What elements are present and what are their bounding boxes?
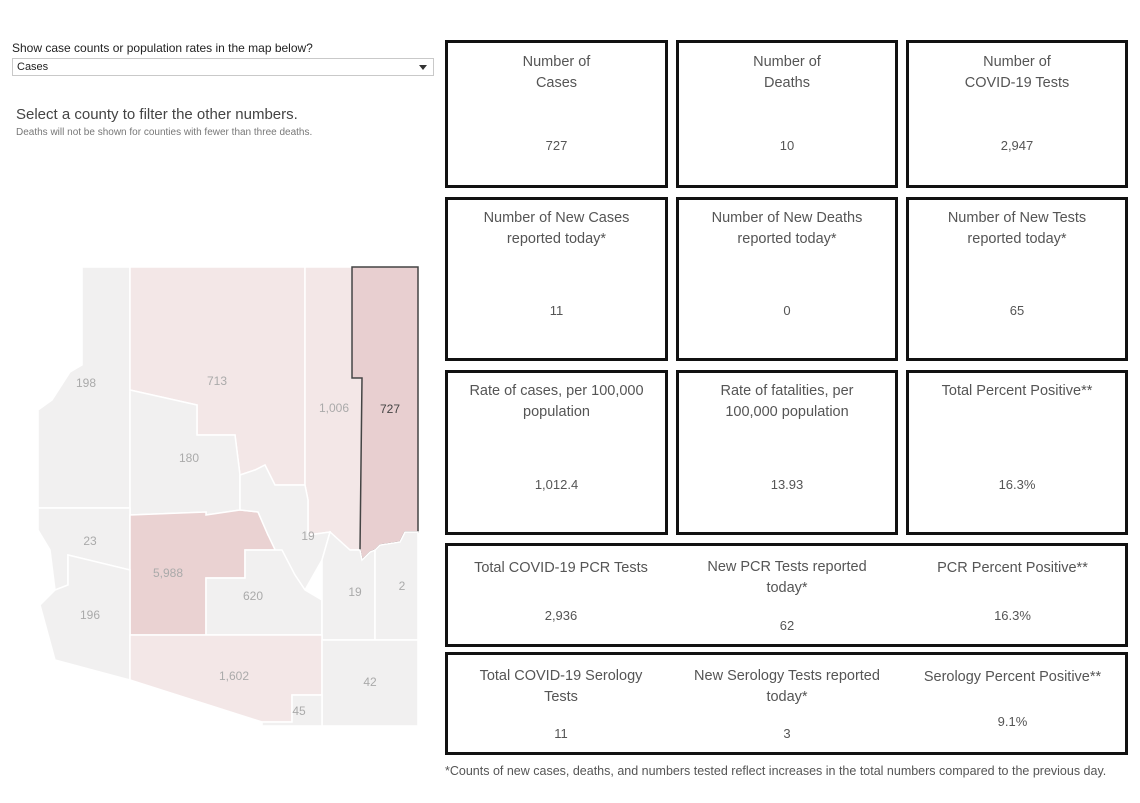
- card-new-tests[interactable]: Number of New Tests reported today* 65: [906, 197, 1128, 361]
- card-title: Cases: [535, 75, 578, 91]
- select-county-heading: Select a county to filter the other numb…: [16, 106, 298, 123]
- card-title: Serology Percent Positive**: [923, 669, 1102, 685]
- county-196[interactable]: [39, 554, 131, 681]
- card-number-of-deaths[interactable]: Number of Deaths 10: [676, 40, 898, 188]
- county-label: 45: [292, 704, 306, 718]
- card-title: Number of: [522, 54, 591, 70]
- card-title: New Serology Tests reported: [694, 668, 880, 684]
- county-label: 23: [83, 534, 97, 548]
- card-fatality-rate[interactable]: Rate of fatalities, per 100,000 populati…: [676, 370, 898, 535]
- county-label: 1,006: [319, 401, 349, 415]
- card-number-of-cases[interactable]: Number of Cases 727: [445, 40, 668, 188]
- card-title: today*: [766, 580, 808, 596]
- card-value: 0: [783, 303, 791, 318]
- card-title: Tests: [544, 689, 578, 705]
- serology-total-tests: Total COVID-19 Serology Tests 11: [448, 655, 674, 752]
- card-title: PCR Percent Positive**: [937, 560, 1088, 576]
- card-value: 2,947: [1000, 138, 1034, 153]
- county-45[interactable]: [261, 694, 323, 727]
- card-value: 65: [1009, 303, 1025, 318]
- serology-percent-positive: Serology Percent Positive** 9.1%: [900, 655, 1125, 752]
- serology-new-tests: New Serology Tests reported today* 3: [674, 655, 900, 752]
- pcr-total-tests: Total COVID-19 PCR Tests 2,936: [448, 546, 674, 644]
- county-19-graham[interactable]: [321, 530, 376, 641]
- card-case-rate[interactable]: Rate of cases, per 100,000 population 1,…: [445, 370, 668, 535]
- chevron-down-icon[interactable]: [419, 65, 427, 70]
- pcr-percent-positive: PCR Percent Positive** 16.3%: [900, 546, 1125, 644]
- card-value: 62: [779, 618, 795, 633]
- county-label: 196: [80, 608, 100, 622]
- card-title: Number of New Cases: [483, 210, 630, 226]
- card-title: Total COVID-19 Serology: [479, 668, 643, 684]
- card-title: reported today*: [506, 231, 607, 247]
- card-value: 1,012.4: [534, 477, 579, 492]
- card-new-deaths[interactable]: Number of New Deaths reported today* 0: [676, 197, 898, 361]
- card-value: 10: [779, 138, 795, 153]
- deaths-note: Deaths will not be shown for counties wi…: [16, 127, 313, 138]
- county-label: 19: [348, 585, 362, 599]
- card-title: Total Percent Positive**: [941, 383, 1093, 399]
- card-total-percent-positive[interactable]: Total Percent Positive** 16.3%: [906, 370, 1128, 535]
- card-title: Rate of fatalities, per: [720, 383, 854, 399]
- card-title: COVID-19 Tests: [964, 75, 1070, 91]
- pcr-new-tests: New PCR Tests reported today* 62: [674, 546, 900, 644]
- county-label: 19: [301, 529, 315, 543]
- county-label: 713: [207, 374, 227, 388]
- card-new-cases[interactable]: Number of New Cases reported today* 11: [445, 197, 668, 361]
- county-label: 5,988: [153, 566, 183, 580]
- card-title: Number of: [983, 54, 1051, 70]
- county-map: 198 713 1,006 727 180 23 5,988 19 196 62…: [37, 266, 419, 727]
- card-title: Number of New Deaths: [711, 210, 863, 226]
- footnote: *Counts of new cases, deaths, and number…: [445, 764, 1107, 778]
- card-title: Rate of cases, per 100,000: [469, 383, 644, 399]
- card-number-of-tests[interactable]: Number of COVID-19 Tests 2,947: [906, 40, 1128, 188]
- card-title: New PCR Tests reported: [707, 559, 867, 575]
- county-label: 727: [380, 402, 400, 416]
- card-title: Number of: [753, 54, 821, 70]
- pcr-tests-panel[interactable]: Total COVID-19 PCR Tests 2,936 New PCR T…: [445, 543, 1128, 647]
- card-title: 100,000 population: [725, 404, 849, 420]
- map-filter-label: Show case counts or population rates in …: [12, 41, 313, 55]
- card-value: 16.3%: [998, 477, 1036, 492]
- serology-tests-panel[interactable]: Total COVID-19 Serology Tests 11 New Ser…: [445, 652, 1128, 755]
- county-label: 198: [76, 376, 96, 390]
- card-title: reported today*: [737, 231, 837, 247]
- card-value: 727: [545, 138, 568, 153]
- map-filter-selected-value: Cases: [17, 61, 49, 73]
- county-label: 620: [243, 589, 263, 603]
- card-title: Number of New Tests: [947, 210, 1087, 226]
- county-label: 1,602: [219, 669, 249, 683]
- county-label: 42: [363, 675, 377, 689]
- card-value: 11: [554, 726, 568, 741]
- card-value: 16.3%: [994, 608, 1031, 623]
- card-title: Deaths: [764, 75, 810, 91]
- card-title: population: [523, 404, 590, 420]
- card-value: 11: [549, 303, 564, 318]
- card-title: reported today*: [967, 231, 1067, 247]
- card-value: 13.93: [770, 477, 804, 492]
- county-2[interactable]: [374, 531, 419, 641]
- map-filter-dropdown[interactable]: Cases: [12, 58, 434, 76]
- card-value: 2,936: [544, 608, 578, 623]
- card-value: 9.1%: [997, 714, 1028, 729]
- county-label: 2: [399, 579, 406, 593]
- card-title: Total COVID-19 PCR Tests: [474, 560, 648, 576]
- card-value: 3: [783, 726, 791, 741]
- card-title: today*: [766, 689, 808, 705]
- county-label: 180: [179, 451, 199, 465]
